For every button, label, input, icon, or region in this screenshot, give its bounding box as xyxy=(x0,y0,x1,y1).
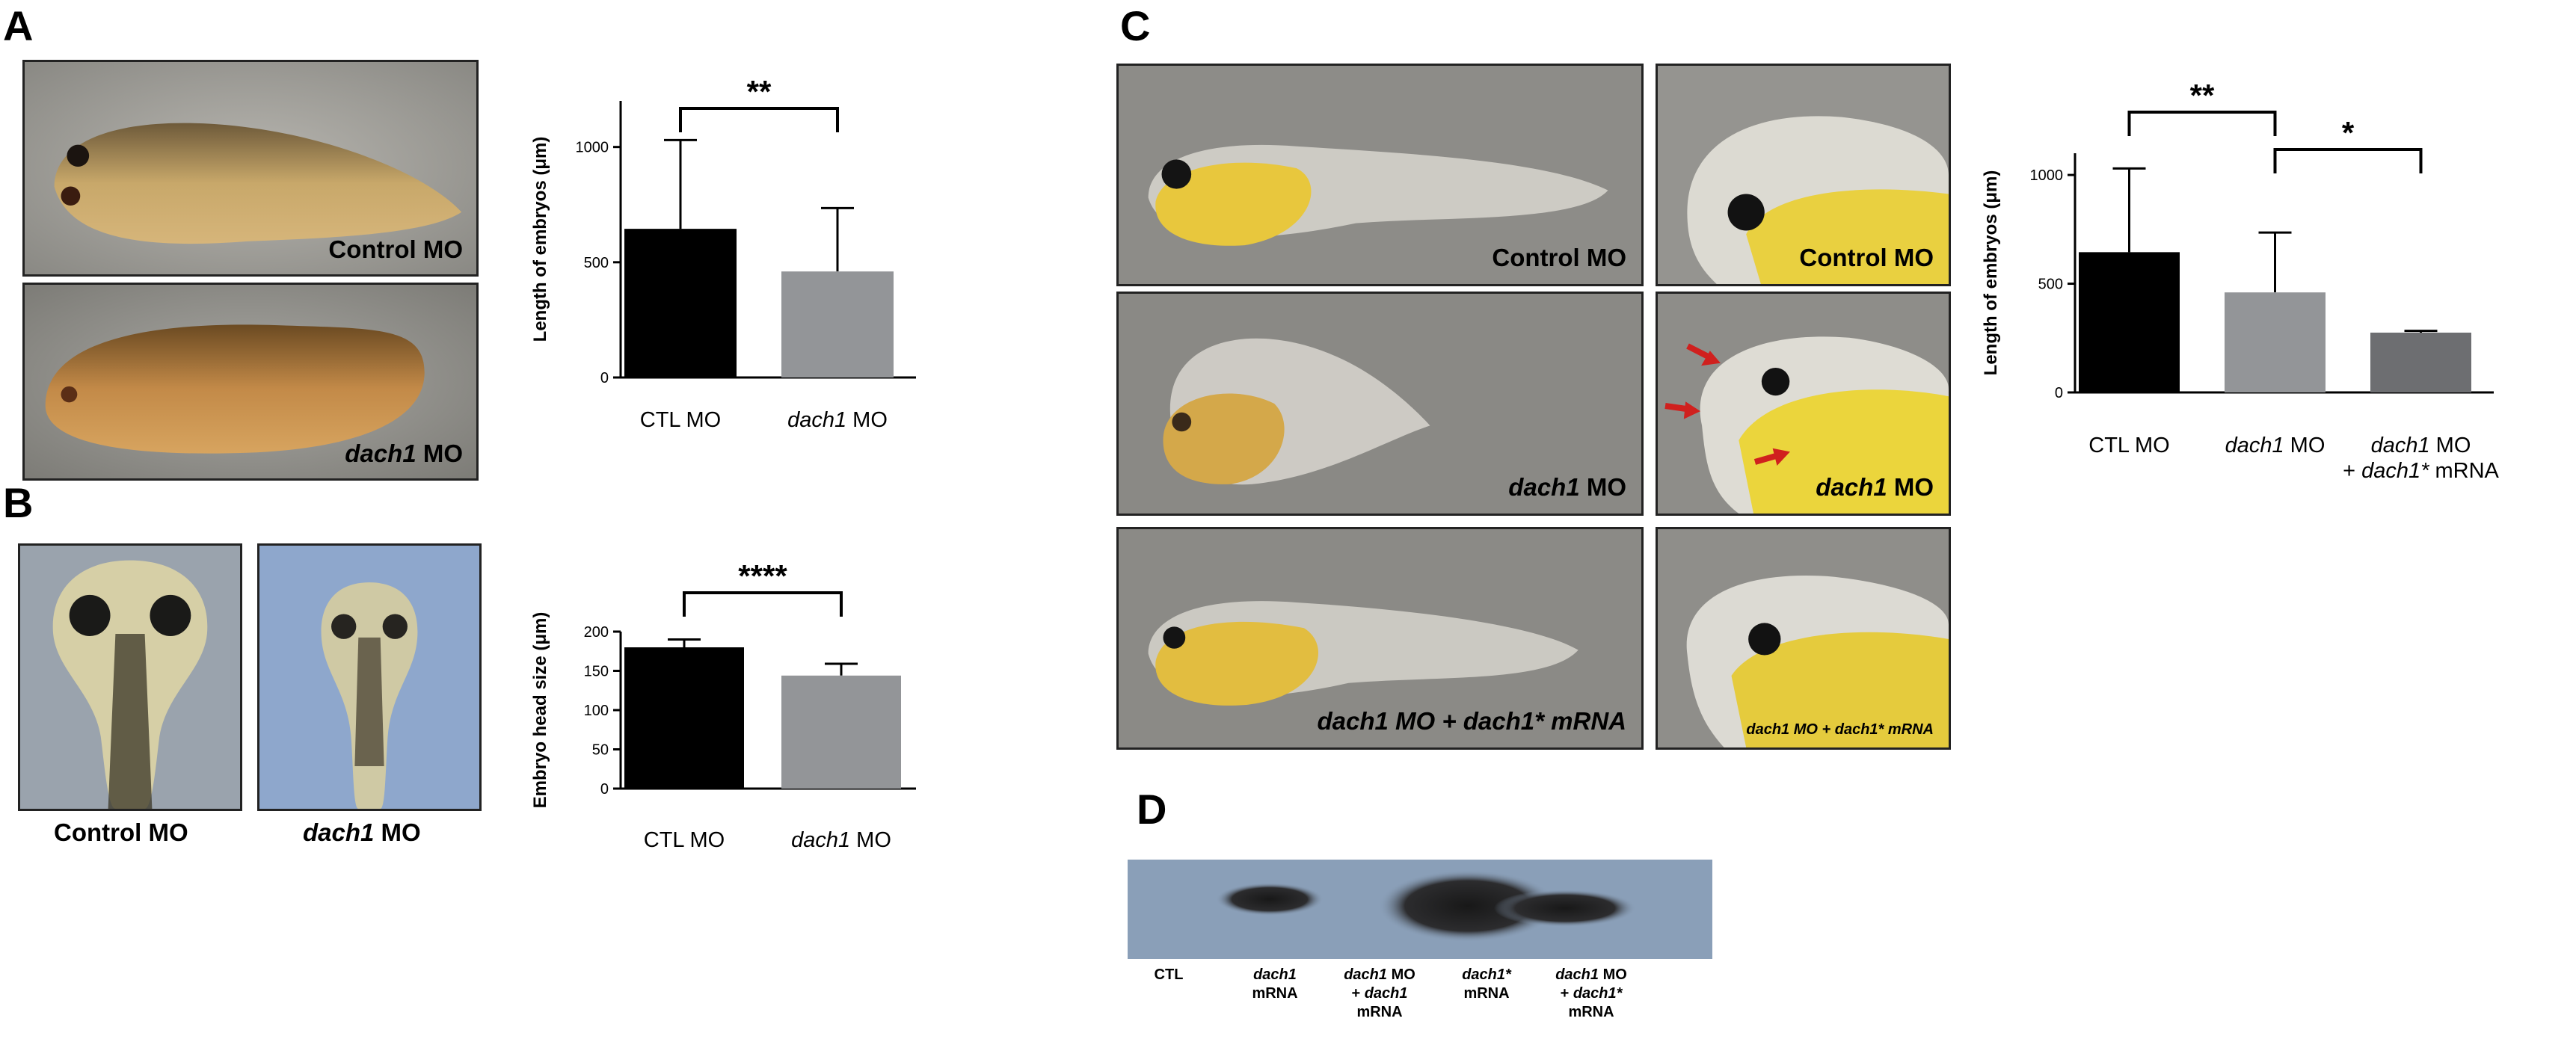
chart-b: 0 50 100 150 200 Embryo head size (μm) CTL MO d… xyxy=(523,557,1002,856)
mo-suffix: MO xyxy=(374,818,421,846)
panel-letter-c: C xyxy=(1120,2,1151,49)
panel-letter-a: A xyxy=(3,2,34,49)
y-tick-label: 150 xyxy=(584,664,609,680)
bar xyxy=(624,647,744,789)
significance-label: ** xyxy=(2190,78,2215,113)
blot-lane-label-line: dach1* xyxy=(1462,966,1511,983)
chart-b-svg: 0 50 100 150 200 Embryo head size (μm) CTL MO d… xyxy=(530,558,916,852)
blot-lane-label: dach1 mRNA xyxy=(1215,966,1335,1003)
embryo-photo-control-mo: Control MO xyxy=(22,60,479,277)
embryo-photo-c-rescue: dach1 MO + dach1* mRNA xyxy=(1116,527,1644,750)
blot-lane-label-line: + dach1* xyxy=(1560,985,1623,1002)
y-tick-label: 0 xyxy=(600,781,609,798)
significance-bracket xyxy=(683,591,843,617)
blot-lane-label-line: CTL xyxy=(1154,966,1184,983)
blot-lane-label-line: dach1 MO xyxy=(1555,966,1627,983)
y-axis-label: Embryo head size (μm) xyxy=(530,612,550,809)
photo-label-c-control-mo-2: Control MO xyxy=(1799,244,1934,271)
head-photo-c-rescue: dach1 MO + dach1* mRNA xyxy=(1656,527,1951,750)
photo-label-c-rescue-2: dach1 MO + dach1* mRNA xyxy=(1746,721,1934,738)
embryo-photo-dach1-mo: dach1 MO xyxy=(22,283,479,481)
blot-lane-label-line: mRNA xyxy=(1568,1004,1614,1020)
significance-label: **** xyxy=(738,558,787,594)
x-category-label: dach1 MO xyxy=(787,408,888,432)
x-category-label: dach1 MO xyxy=(2371,434,2471,457)
mo-suffix: MO xyxy=(1887,473,1934,501)
y-axis-label: Length of embryos (μm) xyxy=(1981,170,2001,376)
blot-bands xyxy=(1216,870,1636,942)
y-tick-label: 0 xyxy=(600,370,609,386)
x-category-label: + dach1* mRNA xyxy=(2343,459,2499,483)
caption-control-mo: Control MO xyxy=(54,818,188,846)
y-tick-label: 50 xyxy=(592,742,609,759)
y-tick-label: 500 xyxy=(584,255,609,271)
photo-label-c-rescue-1: dach1 MO + dach1* mRNA xyxy=(1317,707,1626,735)
blot-lane-label-line: mRNA xyxy=(1252,985,1298,1002)
panel-letter-b: B xyxy=(3,479,34,526)
head-photo-c-dach1-mo: dach1 MO xyxy=(1656,292,1951,516)
blot-lane-label-line: dach1 xyxy=(1253,966,1297,983)
blot-lane-label-line: + dach1 xyxy=(1351,985,1408,1002)
y-tick-label: 100 xyxy=(584,703,609,719)
gene-name-italic: dach1 xyxy=(303,818,375,846)
mo-suffix: MO xyxy=(416,440,463,467)
head-photo-control-mo xyxy=(18,543,242,811)
photo-label-c-dach1-mo-2: dach1 MO xyxy=(1816,473,1934,502)
significance-bracket xyxy=(2273,148,2423,173)
panel-letter-d: D xyxy=(1137,786,1167,833)
x-category-label: CTL MO xyxy=(640,408,721,432)
chart-c-svg: 0 500 1000 Length of embryos (μm) CTL MO dach… xyxy=(1981,78,2500,483)
significance-label: ** xyxy=(747,74,772,109)
y-tick-label: 0 xyxy=(2055,385,2063,401)
y-tick-label: 500 xyxy=(2038,277,2063,293)
significance-bracket xyxy=(2127,111,2277,136)
bar xyxy=(624,229,737,377)
photo-label-c-dach1-mo-1: dach1 MO xyxy=(1508,473,1626,502)
head-photo-dach1-mo xyxy=(257,543,482,811)
bar xyxy=(2079,252,2180,392)
gene-name-italic: dach1 xyxy=(1508,473,1580,501)
bar xyxy=(781,675,901,789)
embryo-photo-c-dach1-mo: dach1 MO xyxy=(1116,292,1644,516)
bar xyxy=(2225,292,2326,392)
western-blot-image xyxy=(1128,860,1712,959)
y-tick-label: 200 xyxy=(584,624,609,641)
mo-suffix: MO xyxy=(1579,473,1626,501)
head-photo-c-control-mo: Control MO xyxy=(1656,64,1951,286)
blot-lane-label-line: mRNA xyxy=(1463,985,1510,1002)
blot-lane-label: dach1 MO + dach1 mRNA xyxy=(1320,966,1439,1022)
y-tick-label: 1000 xyxy=(2030,167,2064,184)
caption-dach1-mo: dach1 MO xyxy=(303,818,421,847)
chart-a-svg: 0 500 1000 Length of embryos (μm) CTL MO dach… xyxy=(530,74,916,432)
significance-bracket xyxy=(679,107,839,132)
bar xyxy=(781,271,894,377)
bar xyxy=(2370,333,2471,392)
blot-lane-label-line: mRNA xyxy=(1356,1004,1403,1020)
photo-label-control-mo: Control MO xyxy=(328,235,463,263)
photo-label-c-control-mo-1: Control MO xyxy=(1492,244,1626,271)
blot-lane-label-line: dach1 MO xyxy=(1344,966,1415,983)
y-axis-label: Length of embryos (μm) xyxy=(530,137,550,342)
chart-a: 0 500 1000 Length of embryos (μm) CTL MO dach… xyxy=(523,71,1002,460)
blot-lane-label: dach1 MO + dach1* mRNA xyxy=(1531,966,1651,1022)
gene-name-italic: dach1 xyxy=(345,440,416,467)
embryo-photo-c-control-mo: Control MO xyxy=(1116,64,1644,286)
y-tick-label: 1000 xyxy=(576,140,609,156)
x-category-label: dach1 MO xyxy=(791,828,891,852)
arrow-icon-group xyxy=(1664,343,1790,466)
x-category-label: dach1 MO xyxy=(2225,434,2326,457)
x-category-label: CTL MO xyxy=(644,828,725,852)
chart-c: 0 500 1000 Length of embryos (μm) CTL MO dach… xyxy=(1970,71,2561,520)
photo-label-dach1-mo: dach1 MO xyxy=(345,440,463,468)
blot-lane-label: CTL xyxy=(1109,966,1229,984)
blot-lane-label: dach1* mRNA xyxy=(1427,966,1546,1003)
x-category-label: CTL MO xyxy=(2088,434,2169,457)
gene-name-italic: dach1 xyxy=(1816,473,1887,501)
significance-label: * xyxy=(2342,115,2355,150)
